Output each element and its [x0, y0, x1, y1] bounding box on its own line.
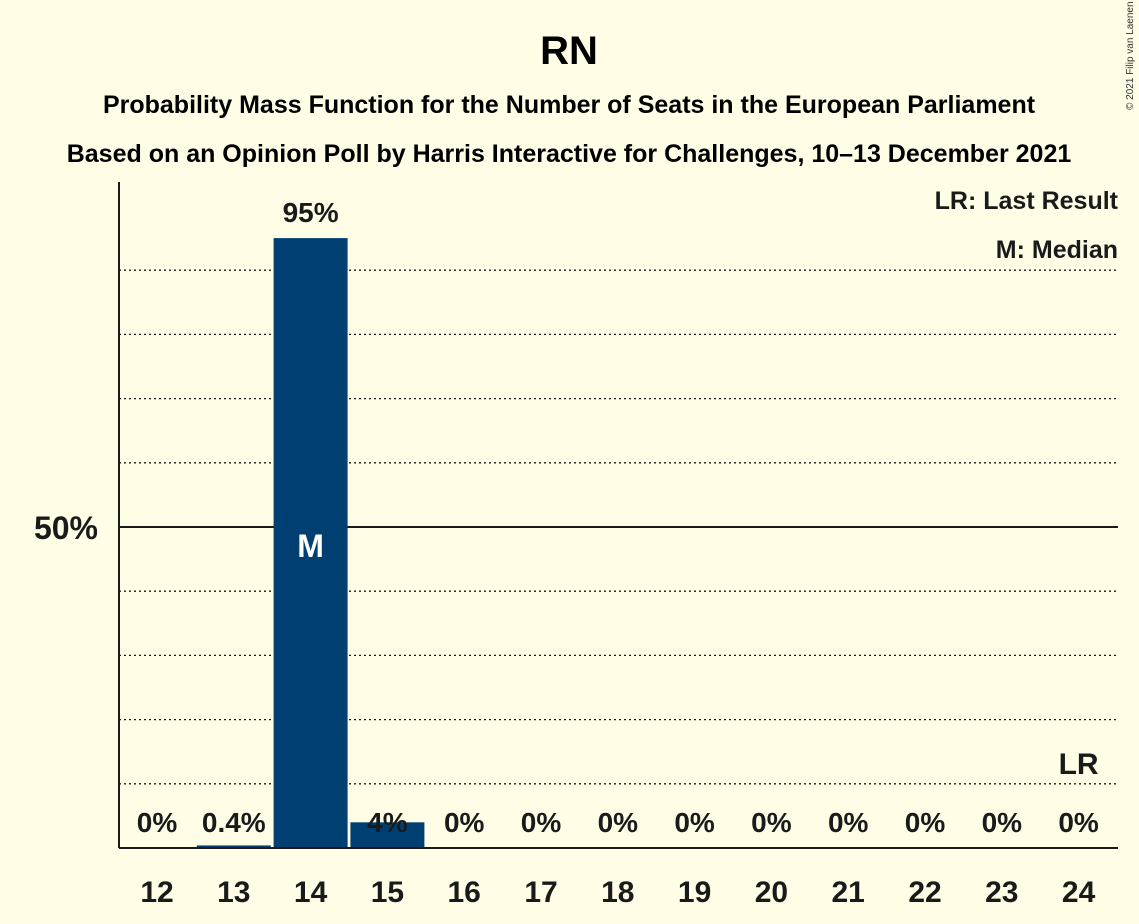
value-labels: 0% 0.4% 95% M 4% 0% 0% 0% 0% 0% 0% 0% 0% 0% LR — [137, 197, 1099, 838]
chart-subtitle-1: Probability Mass Function for the Number… — [103, 91, 1036, 119]
x-tick-label: 13 — [217, 876, 250, 909]
bar-value-label: 0% — [521, 807, 562, 838]
chart-subtitle-2: Based on an Opinion Poll by Harris Inter… — [67, 140, 1072, 168]
x-tick-label: 21 — [832, 876, 865, 909]
x-tick-label: 12 — [140, 876, 173, 909]
bar-value-label: 4% — [367, 807, 408, 838]
bar-value-label: 95% — [283, 197, 339, 228]
bar-value-label: 0% — [982, 807, 1023, 838]
bar-value-label: 0% — [674, 807, 715, 838]
bar-value-label: 0% — [905, 807, 946, 838]
bar-value-label: 0% — [1058, 807, 1099, 838]
x-tick-label: 23 — [985, 876, 1018, 909]
x-tick-label: 16 — [448, 876, 481, 909]
x-tick-label: 17 — [524, 876, 557, 909]
y-tick-label: 50% — [34, 510, 98, 546]
median-marker: M — [297, 528, 324, 564]
bars — [196, 238, 425, 849]
x-tick-label: 19 — [678, 876, 711, 909]
bar-value-label: 0% — [137, 807, 178, 838]
x-tick-label: 15 — [371, 876, 404, 909]
bar-value-label: 0% — [828, 807, 869, 838]
x-axis-ticks: 12 13 14 15 16 17 18 19 20 21 22 23 24 — [140, 876, 1095, 909]
bar — [350, 822, 425, 848]
legend-last-result: LR: Last Result — [935, 187, 1119, 215]
last-result-marker: LR — [1059, 748, 1099, 781]
bar-value-label: 0% — [598, 807, 639, 838]
bar — [196, 845, 271, 848]
chart-title: RN — [540, 29, 598, 73]
bar-value-label: 0% — [444, 807, 485, 838]
bar-value-label: 0% — [751, 807, 792, 838]
copyright-note: © 2021 Filip van Laenen — [1125, 1, 1136, 110]
y-axis-ticks: 50% — [34, 510, 98, 546]
bar — [273, 238, 348, 849]
bar-value-label: 0.4% — [202, 807, 266, 838]
x-tick-label: 22 — [908, 876, 941, 909]
legend-median: M: Median — [996, 236, 1118, 264]
x-tick-label: 24 — [1062, 876, 1096, 909]
x-tick-label: 14 — [294, 876, 328, 909]
gridlines — [119, 269, 1118, 785]
x-tick-label: 18 — [601, 876, 634, 909]
x-tick-label: 20 — [755, 876, 788, 909]
